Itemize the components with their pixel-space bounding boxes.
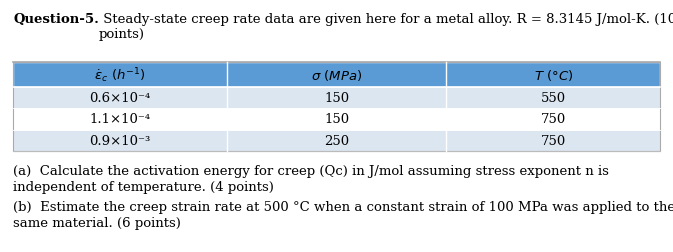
- Bar: [13, 109, 660, 130]
- Text: 750: 750: [540, 113, 566, 126]
- Bar: [13, 87, 660, 109]
- Text: 150: 150: [324, 91, 349, 104]
- Text: 0.6×10⁻⁴: 0.6×10⁻⁴: [89, 91, 150, 104]
- Text: $\dot{\varepsilon}_c\ (h^{-1})$: $\dot{\varepsilon}_c\ (h^{-1})$: [94, 66, 145, 84]
- Bar: [13, 130, 660, 151]
- Text: 550: 550: [540, 91, 566, 104]
- Text: (a)  Calculate the activation energy for creep (Qc) in J/mol assuming stress exp: (a) Calculate the activation energy for …: [13, 164, 609, 194]
- Text: 150: 150: [324, 113, 349, 126]
- Text: Steady-state creep rate data are given here for a metal alloy. R = 8.3145 J/mol-: Steady-state creep rate data are given h…: [99, 13, 673, 41]
- Text: 0.9×10⁻³: 0.9×10⁻³: [89, 134, 150, 147]
- Bar: [13, 63, 660, 87]
- Bar: [13, 63, 660, 151]
- Text: 250: 250: [324, 134, 349, 147]
- Text: Question-5.: Question-5.: [13, 13, 99, 26]
- Text: 1.1×10⁻⁴: 1.1×10⁻⁴: [90, 113, 150, 126]
- Text: $T\ (°C)$: $T\ (°C)$: [534, 68, 573, 82]
- Text: 750: 750: [540, 134, 566, 147]
- Text: $\sigma\ (MPa)$: $\sigma\ (MPa)$: [311, 68, 362, 82]
- Text: (b)  Estimate the creep strain rate at 500 °C when a constant strain of 100 MPa : (b) Estimate the creep strain rate at 50…: [13, 200, 673, 230]
